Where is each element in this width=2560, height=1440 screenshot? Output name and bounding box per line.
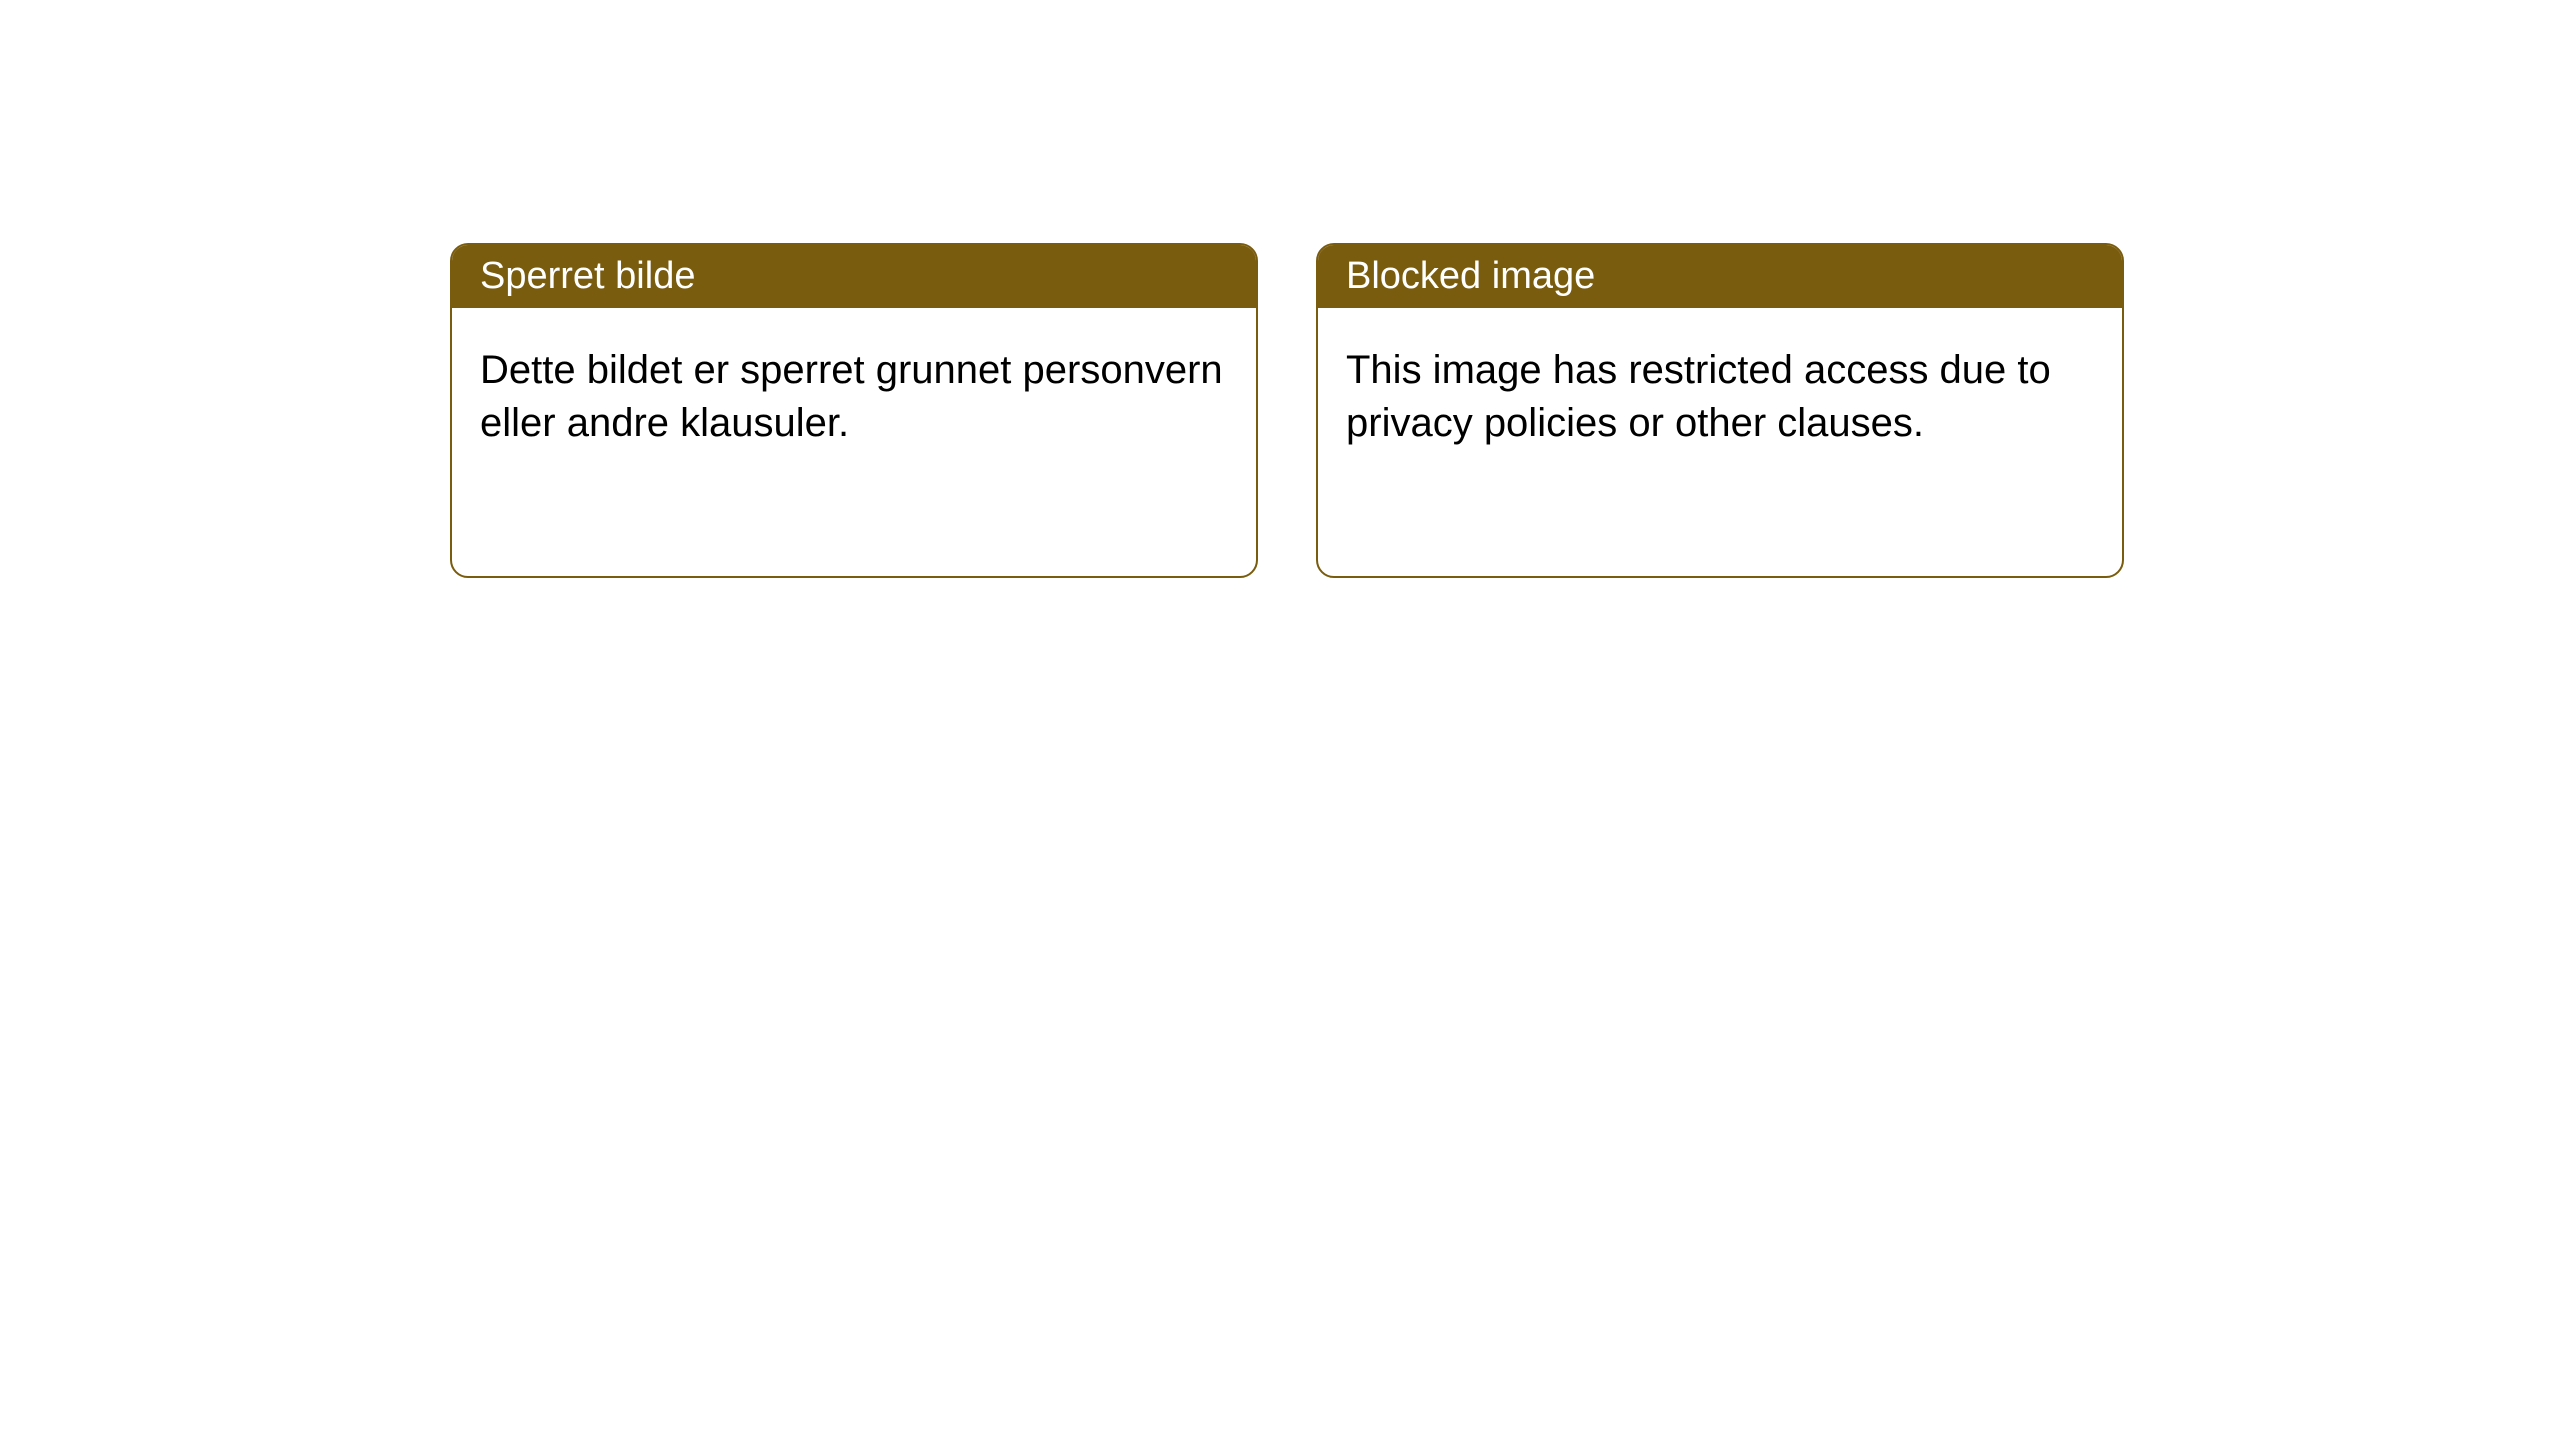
- card-header-no: Sperret bilde: [452, 245, 1256, 308]
- notice-card-en: Blocked image This image has restricted …: [1316, 243, 2124, 578]
- card-message-no: Dette bildet er sperret grunnet personve…: [480, 348, 1223, 445]
- card-title-en: Blocked image: [1346, 255, 1595, 297]
- notice-container: Sperret bilde Dette bildet er sperret gr…: [0, 0, 2560, 578]
- card-header-en: Blocked image: [1318, 245, 2122, 308]
- notice-card-no: Sperret bilde Dette bildet er sperret gr…: [450, 243, 1258, 578]
- card-body-no: Dette bildet er sperret grunnet personve…: [452, 308, 1256, 486]
- card-title-no: Sperret bilde: [480, 255, 695, 297]
- card-message-en: This image has restricted access due to …: [1346, 348, 2051, 445]
- card-body-en: This image has restricted access due to …: [1318, 308, 2122, 486]
